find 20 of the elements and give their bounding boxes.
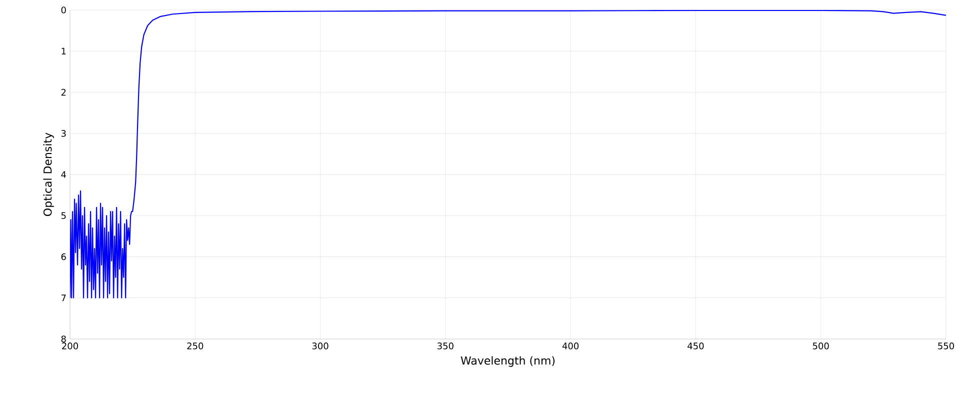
x-tick-label: 250: [187, 342, 204, 350]
x-tick-label: 300: [312, 342, 328, 350]
y-tick-label: 7: [61, 294, 66, 302]
x-axis-title: Wavelength (nm): [460, 356, 555, 367]
y-tick-label: 0: [61, 6, 66, 14]
y-tick-label: 1: [62, 48, 66, 54]
x-tick-label: 200: [62, 342, 78, 350]
x-tick-label: 550: [938, 342, 954, 350]
y-axis-title: Optical Density: [43, 132, 54, 216]
y-tick-label: 3: [61, 130, 66, 137]
y-tick-label: 2: [61, 88, 66, 96]
y-tick-label: 6: [61, 253, 66, 260]
line-series: [70, 10, 946, 298]
y-tick-label: 4: [61, 171, 66, 178]
x-tick-label: 500: [812, 342, 829, 350]
x-tick-label: 350: [438, 342, 454, 350]
x-tick-label: 450: [688, 342, 704, 350]
y-tick-label: 5: [61, 212, 66, 219]
y-tick-label: 8: [61, 336, 66, 342]
x-tick-label: 400: [562, 342, 579, 350]
